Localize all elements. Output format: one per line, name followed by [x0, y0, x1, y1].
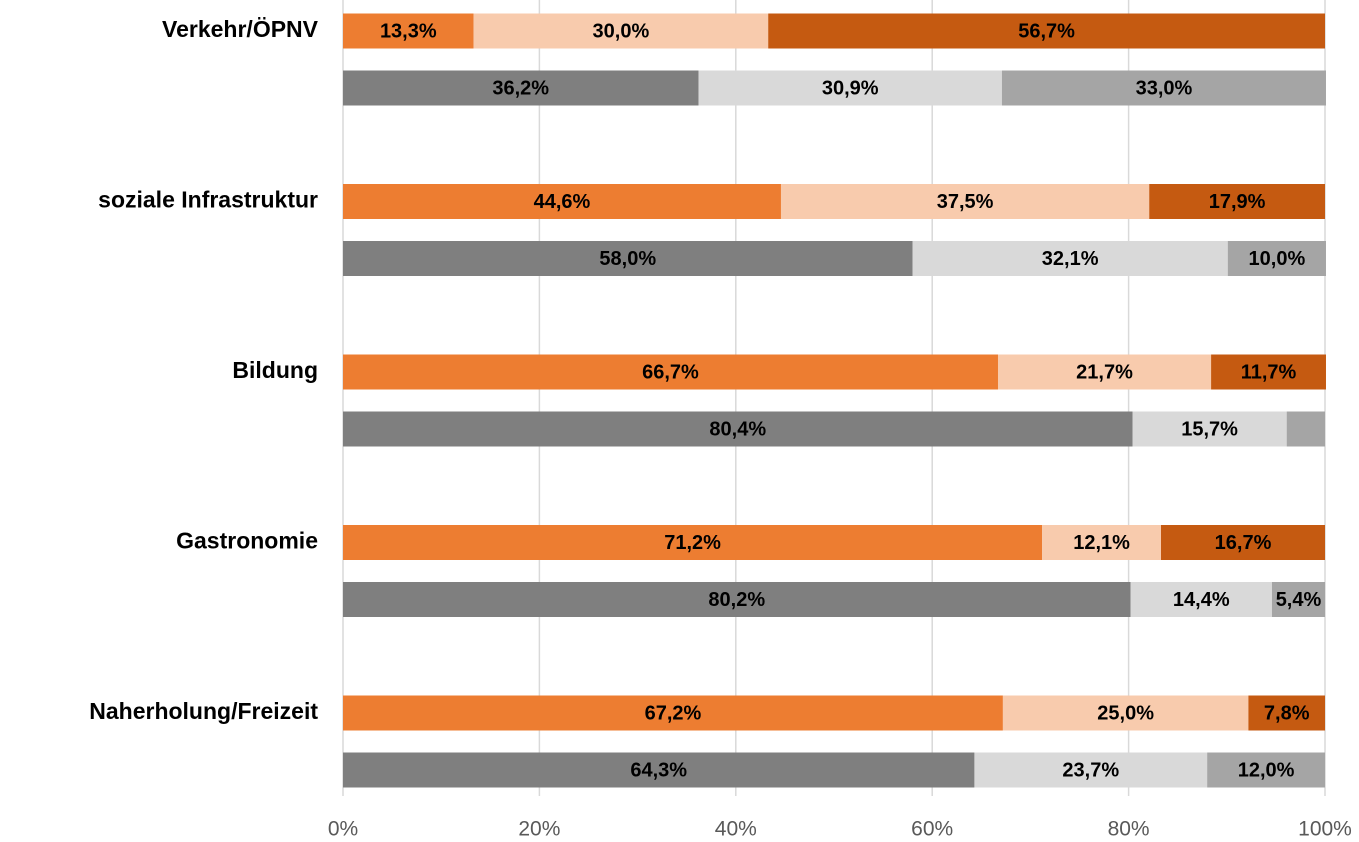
value-label: 5,4% — [1276, 589, 1322, 611]
x-tick-label: 100% — [1298, 818, 1352, 841]
bar-segment — [1002, 695, 1249, 731]
bar-segment — [1042, 525, 1162, 560]
bar-segment — [912, 241, 1228, 276]
bar-segment — [343, 70, 699, 106]
bar-segment — [343, 13, 474, 49]
value-label: 44,6% — [534, 191, 591, 213]
bar-segment — [343, 411, 1133, 447]
value-label: 16,7% — [1215, 532, 1272, 554]
value-label: 32,1% — [1042, 248, 1099, 270]
bar-segment — [1149, 184, 1325, 219]
x-tick-label: 80% — [1108, 818, 1150, 841]
value-label: 64,3% — [630, 759, 687, 781]
value-label: 14,4% — [1173, 589, 1230, 611]
bar-segment — [343, 695, 1003, 731]
bar-segment — [997, 354, 1212, 390]
value-label: 7,8% — [1264, 702, 1310, 724]
value-label: 10,0% — [1249, 248, 1306, 270]
value-label: 12,1% — [1073, 532, 1130, 554]
bar-segment — [343, 354, 998, 390]
bar-segment — [1286, 411, 1325, 447]
value-label: 80,2% — [708, 589, 765, 611]
value-label: 17,9% — [1209, 191, 1266, 213]
category-label: soziale Infrastruktur — [98, 187, 318, 213]
value-label: 58,0% — [599, 248, 656, 270]
bar-segment — [1130, 582, 1272, 617]
bar-segment — [974, 752, 1208, 788]
value-label: 15,7% — [1181, 418, 1238, 440]
category-label: Gastronomie — [176, 528, 318, 554]
value-label: 71,2% — [664, 532, 721, 554]
bar-segment — [1161, 525, 1325, 560]
bar-segment — [1132, 411, 1287, 447]
bar-segment — [1271, 582, 1325, 617]
value-label: 66,7% — [642, 361, 699, 383]
bar-segment — [1211, 354, 1326, 390]
value-label: 23,7% — [1062, 759, 1119, 781]
value-label: 21,7% — [1076, 361, 1133, 383]
bar-segment — [1001, 70, 1326, 106]
value-label: 36,2% — [492, 77, 549, 99]
bar-segment — [343, 582, 1131, 617]
category-label: Bildung — [232, 357, 318, 383]
x-tick-label: 40% — [715, 818, 757, 841]
bar-segment — [698, 70, 1002, 106]
bar-segment — [343, 752, 975, 788]
value-label: 13,3% — [380, 20, 437, 42]
bar-segment — [343, 241, 913, 276]
bar-segment — [473, 13, 769, 49]
category-label: Verkehr/ÖPNV — [162, 16, 319, 42]
value-label: 33,0% — [1136, 77, 1193, 99]
value-label: 56,7% — [1018, 20, 1075, 42]
x-tick-label: 60% — [911, 818, 953, 841]
value-label: 25,0% — [1097, 702, 1154, 724]
bar-segment — [1227, 241, 1326, 276]
value-label: 11,7% — [1241, 361, 1297, 383]
bar-segment — [1207, 752, 1325, 788]
value-label: 12,0% — [1238, 759, 1295, 781]
bar-segment — [343, 525, 1043, 560]
bar-segment — [768, 13, 1325, 49]
bar-segment — [780, 184, 1150, 219]
value-label: 80,4% — [709, 418, 766, 440]
bar-segment — [1248, 695, 1325, 731]
bar-segment — [343, 184, 781, 219]
x-tick-label: 0% — [328, 818, 358, 841]
value-label: 67,2% — [645, 702, 702, 724]
value-label: 30,0% — [593, 20, 650, 42]
value-label: 30,9% — [822, 77, 879, 99]
category-label: Naherholung/Freizeit — [89, 698, 318, 724]
x-tick-label: 20% — [518, 818, 560, 841]
value-label: 37,5% — [937, 191, 994, 213]
